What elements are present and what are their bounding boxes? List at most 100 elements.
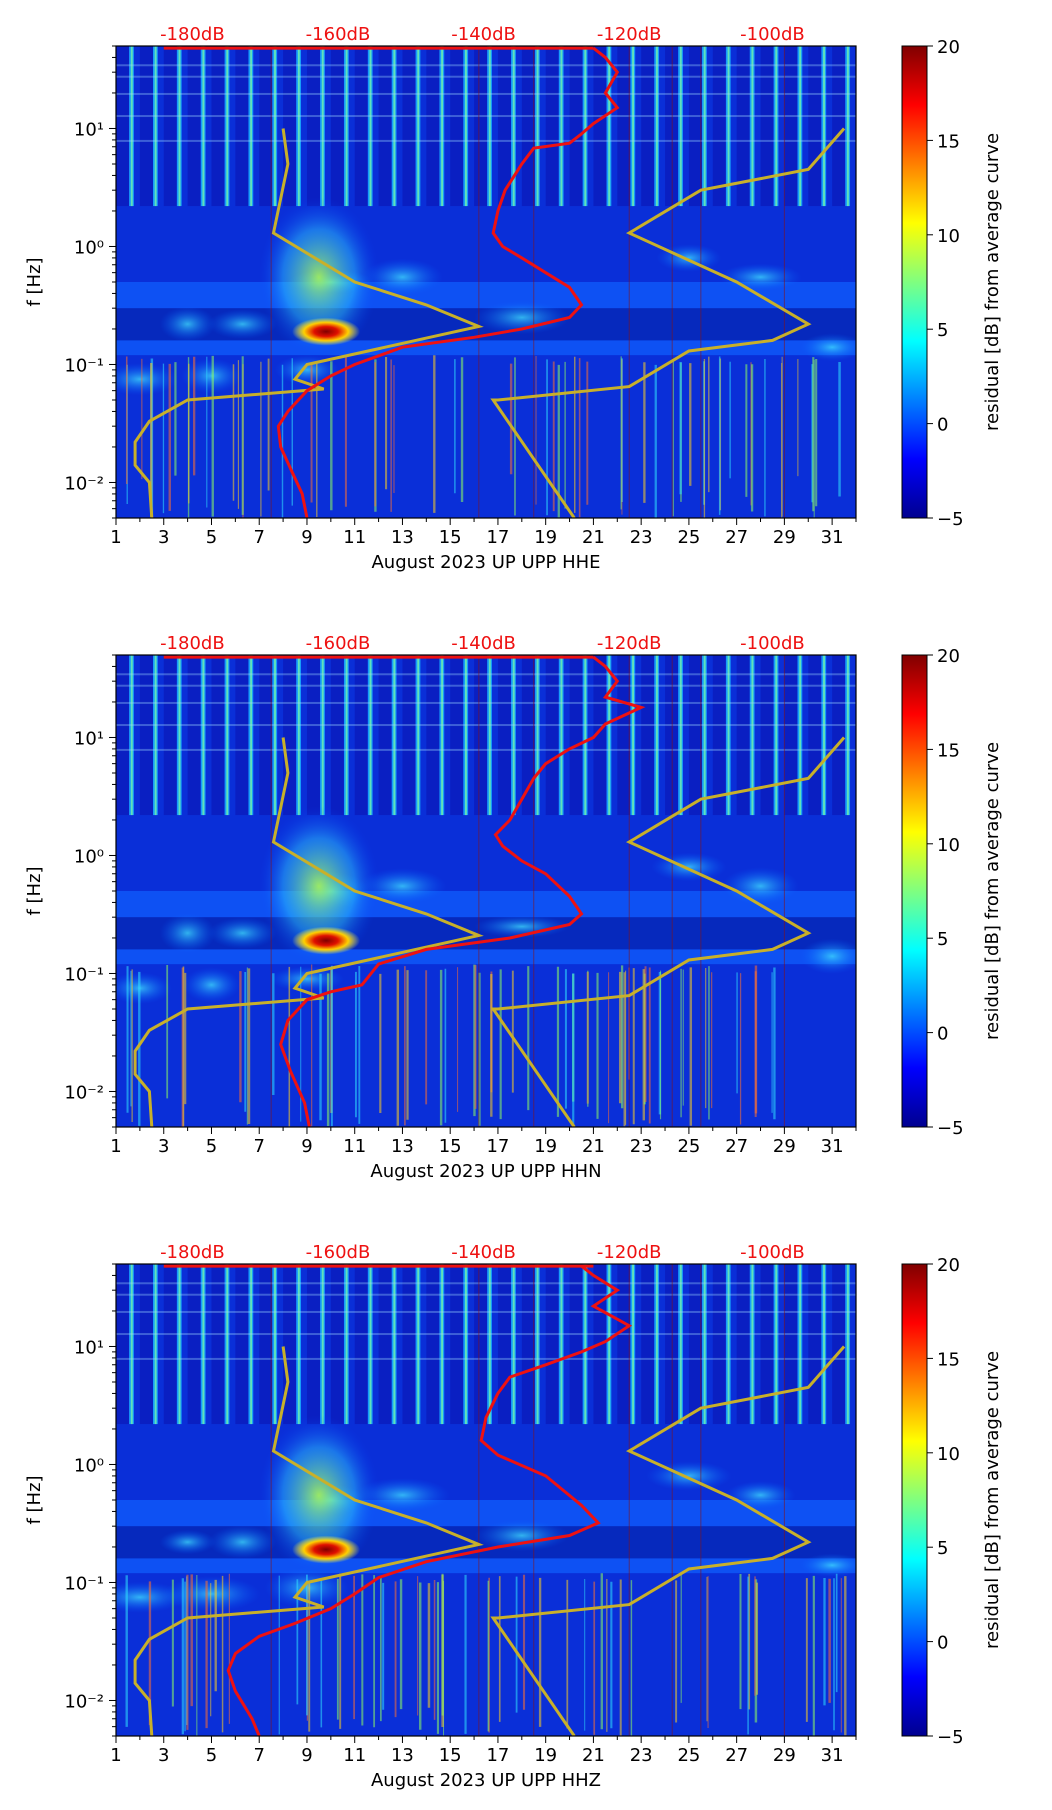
- energy-patch: [269, 966, 345, 992]
- hot-spot: [292, 926, 361, 955]
- band-peak: [464, 46, 467, 207]
- band-night: [808, 1264, 822, 1425]
- band-night: [378, 46, 392, 207]
- x-tick-label: 11: [343, 527, 366, 548]
- x-tick-label: 13: [391, 527, 414, 548]
- band-night: [665, 1264, 679, 1425]
- band-peak: [154, 655, 157, 816]
- band-peak: [727, 1264, 730, 1425]
- band-peak: [130, 46, 133, 207]
- band-peak: [751, 655, 754, 816]
- colorbar-tick-label: 0: [937, 1024, 948, 1045]
- x-tick-label: 31: [821, 527, 844, 548]
- hf-streak: [116, 673, 856, 676]
- band-peak: [608, 46, 611, 207]
- band-night: [784, 1264, 798, 1425]
- plot-area: [116, 46, 856, 518]
- x-tick-label: 29: [773, 1136, 796, 1157]
- hot-spot: [292, 317, 361, 346]
- colorbar-tick-label: 15: [937, 1349, 960, 1370]
- band-peak: [799, 46, 802, 207]
- band-night: [163, 46, 177, 207]
- band-peak: [369, 46, 372, 207]
- band-night: [784, 46, 798, 207]
- band-night: [163, 655, 177, 816]
- band-night: [378, 1264, 392, 1425]
- band-night: [497, 46, 512, 207]
- psd-curve-line: [276, 46, 620, 518]
- band-peak: [464, 655, 467, 816]
- x-tick-label: 29: [773, 527, 796, 548]
- band-peak: [488, 46, 491, 207]
- band-night: [330, 46, 344, 207]
- band-night: [354, 655, 368, 816]
- band-night: [116, 46, 130, 207]
- hf-streak: [116, 75, 856, 78]
- colorbar-tick-label: 15: [937, 740, 960, 761]
- hf-streak: [116, 64, 856, 67]
- band-night: [569, 46, 583, 207]
- hf-streak: [116, 115, 856, 118]
- colorbar-tick-label: 20: [937, 37, 960, 58]
- colorbar-gradient: [901, 45, 928, 519]
- band-peak: [727, 46, 730, 207]
- x-tick-label: 9: [301, 527, 312, 548]
- band-night: [832, 655, 846, 816]
- x-tick-label: 17: [486, 1745, 509, 1766]
- band-night: [617, 1264, 631, 1425]
- energy-patch: [722, 867, 799, 905]
- band-night: [306, 46, 321, 207]
- energy-patch: [800, 333, 856, 362]
- storm-glow: [258, 806, 379, 967]
- band-night: [378, 655, 392, 816]
- y-tick-label: 10⁰: [74, 237, 104, 258]
- band-peak: [608, 655, 611, 816]
- band-peak: [226, 46, 229, 207]
- colorbar-3: 20 15 10 5 0 −5 residual [dB] from average cur…: [901, 1255, 1003, 1748]
- band-night: [211, 1264, 225, 1425]
- hf-streak: [116, 1282, 856, 1285]
- hf-streak: [116, 724, 856, 727]
- band-peak: [679, 46, 682, 207]
- storm-glow: [258, 197, 379, 358]
- x-tick-label: 1: [110, 1745, 121, 1766]
- hf-streak: [116, 748, 856, 751]
- db-scale-label: -140dB: [451, 633, 516, 654]
- low-noise-model-line: [133, 1346, 484, 1736]
- band-night: [187, 1264, 201, 1425]
- band-night: [426, 46, 440, 207]
- colorbar-tick-label: 5: [937, 1538, 948, 1559]
- psd-curve-line: [279, 655, 646, 1127]
- x-tick-label: 15: [439, 527, 462, 548]
- band-night: [569, 1264, 583, 1425]
- x-tick-label: 25: [677, 1745, 700, 1766]
- band-night: [259, 1264, 273, 1425]
- band-night: [665, 46, 679, 207]
- band-peak: [369, 1264, 372, 1425]
- band-night: [617, 46, 631, 207]
- band-night: [760, 46, 774, 207]
- band-night: [521, 1264, 535, 1425]
- band-peak: [679, 655, 682, 816]
- band-night: [617, 655, 631, 816]
- band-night: [832, 46, 846, 207]
- band-night: [474, 655, 488, 816]
- band-peak: [250, 655, 253, 816]
- db-scale-label: -180dB: [160, 24, 225, 45]
- band-peak: [441, 655, 444, 816]
- x-axis-label: August 2023 UP UPP HHZ: [371, 1770, 601, 1791]
- band-peak: [823, 655, 825, 816]
- band-night: [402, 655, 416, 816]
- x-tick-label: 21: [582, 1745, 605, 1766]
- db-scale-label: -120dB: [597, 24, 662, 45]
- psd-curve-line: [226, 1264, 633, 1736]
- x-tick-label: 25: [677, 1136, 700, 1157]
- x-tick-label: 25: [677, 527, 700, 548]
- db-scale-label: -160dB: [306, 633, 371, 654]
- band-peak: [321, 46, 324, 207]
- y-tick-label: 10¹: [74, 1337, 104, 1358]
- colorbar-label: residual [dB] from average curve: [982, 742, 1003, 1040]
- hf-streak: [116, 1333, 856, 1336]
- energy-patch: [358, 868, 447, 904]
